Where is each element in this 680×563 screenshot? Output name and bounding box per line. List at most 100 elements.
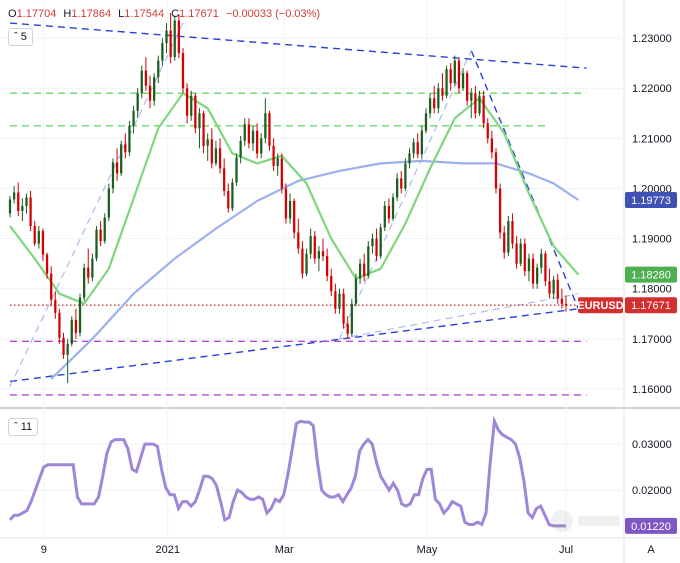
candle-body [70, 319, 73, 344]
candle [50, 266, 53, 307]
candle-body [29, 197, 32, 227]
candle [37, 226, 40, 249]
candle-body [268, 113, 271, 146]
candle [375, 228, 378, 262]
candle [21, 198, 24, 222]
candle [78, 293, 82, 337]
candle-body [490, 138, 493, 153]
candle-body [503, 232, 506, 253]
candle [235, 153, 238, 186]
candle-body [523, 243, 526, 272]
candle-body [428, 98, 432, 114]
candle [552, 276, 555, 299]
candle [503, 226, 506, 259]
auto-scale-label: A [647, 544, 655, 556]
candle-body [321, 251, 325, 257]
indicator-line [8, 415, 566, 528]
candle [424, 108, 428, 134]
candle-body [165, 30, 168, 44]
candle-body [99, 229, 102, 242]
candle [536, 263, 539, 289]
candle [527, 253, 531, 282]
sub-period-chip[interactable]: ˆ 11 [8, 418, 39, 436]
candle-body [206, 139, 209, 146]
candle-body [309, 236, 312, 254]
candle [387, 198, 391, 224]
candle [260, 133, 263, 159]
last-price-badge: 1.17671 [631, 300, 671, 312]
candle [531, 253, 535, 289]
candle [437, 83, 440, 114]
candle [396, 173, 399, 201]
chevron-up-icon: ˆ [14, 421, 18, 433]
high-value: 1.17864 [71, 8, 112, 20]
candle-body [313, 236, 316, 259]
candle-body [437, 88, 440, 109]
symbol-badge-bg [578, 297, 623, 314]
candle-body [548, 281, 551, 294]
candle-body [461, 73, 465, 89]
candle [161, 38, 164, 66]
candle [268, 110, 271, 151]
candle [87, 248, 90, 284]
candle [62, 332, 65, 359]
candle [74, 308, 78, 339]
logo-bar [578, 516, 620, 526]
candle-body [457, 60, 461, 89]
y-tick-label: 1.19000 [632, 234, 672, 246]
candle [556, 273, 559, 304]
candle [515, 236, 518, 269]
ohlc-legend: O1.17704 H1.17864 L1.17544 C1.17671 −0.0… [8, 8, 324, 20]
candle [231, 178, 234, 212]
candle-body [87, 267, 90, 278]
candle-body [297, 232, 300, 249]
candle [255, 123, 259, 159]
candle [272, 138, 275, 171]
candle-body [181, 53, 185, 89]
x-tick-label: 9 [41, 544, 47, 556]
change-value: −0.00033 (−0.03%) [225, 8, 321, 20]
candle-body [37, 231, 40, 244]
candle [91, 253, 94, 282]
candle [420, 125, 423, 159]
candle-body [486, 123, 489, 139]
candle-body [132, 110, 135, 126]
candle-body [391, 197, 395, 219]
candle [185, 83, 189, 124]
candle [111, 158, 115, 194]
sub-y-tick-label: 0.02000 [632, 485, 672, 497]
candle-body [255, 130, 259, 154]
candle [498, 183, 502, 239]
candle-body [466, 73, 469, 101]
candle-body [288, 200, 292, 219]
candle-body [354, 278, 358, 304]
candle [181, 48, 185, 94]
candle [354, 273, 358, 307]
low-value: 1.17544 [124, 8, 165, 20]
candle [412, 138, 415, 159]
candle-body [301, 248, 304, 274]
candle-body [325, 256, 329, 277]
y-tick-label: 1.23000 [632, 33, 672, 45]
candle-body [441, 88, 444, 96]
main-period-chip[interactable]: ˆ 5 [8, 28, 33, 46]
candle-body [342, 293, 345, 324]
candle [486, 118, 489, 144]
candle-body [544, 253, 547, 282]
candle-body [54, 299, 57, 313]
slow-moving-average [50, 159, 580, 380]
candle-body [264, 113, 267, 139]
candle-body [58, 312, 61, 338]
candle-body [515, 243, 518, 264]
y-tick-label: 1.21000 [632, 133, 672, 145]
candle [33, 221, 36, 247]
candle-body [103, 217, 106, 242]
candle-body [66, 343, 69, 355]
candle-body [396, 178, 399, 198]
candle-body [536, 267, 539, 284]
candle-body [210, 139, 213, 164]
annotation-line-sma_slow [339, 293, 579, 340]
candle-body [387, 206, 391, 219]
candle-body [148, 85, 152, 101]
